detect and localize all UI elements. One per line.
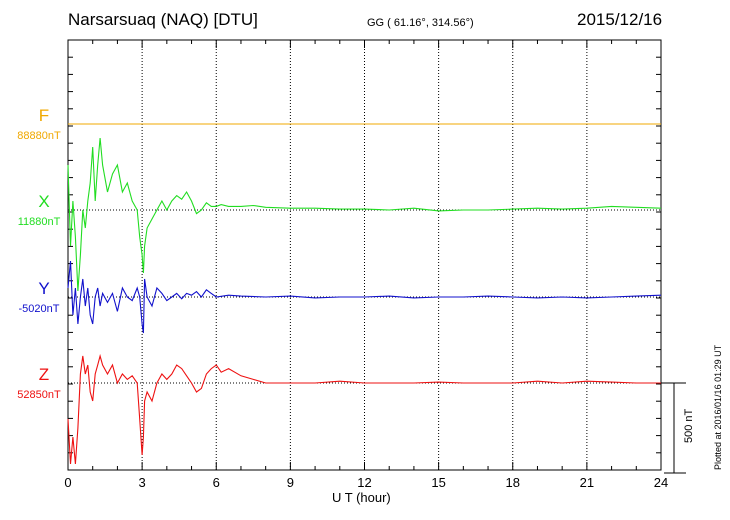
- station-coordinates: GG ( 61.16°, 314.56°): [367, 17, 474, 29]
- component-label-z: Z: [38, 365, 50, 384]
- scale-bar-label: 500 nT: [683, 408, 695, 443]
- plot-date: 2015/12/16: [577, 10, 663, 29]
- plot-border: [67, 39, 662, 471]
- grid: [141, 40, 588, 470]
- x-axis-label: U T (hour): [332, 490, 391, 505]
- component-label-f: F: [38, 106, 50, 125]
- x-tick-label: 6: [213, 475, 220, 490]
- component-label-x: X: [38, 192, 50, 211]
- series-line-x: [67, 137, 662, 292]
- component-baseline-z: 52850nT: [17, 389, 61, 401]
- series-line-y: [67, 260, 662, 334]
- plot-frame: [67, 39, 662, 471]
- series-layer: [67, 123, 662, 465]
- x-tick-label: 18: [506, 475, 520, 490]
- plotted-timestamp: Plotted at 2016/01/16 01:29 UT: [713, 344, 723, 470]
- component-baseline-x: 11880nT: [17, 216, 61, 228]
- x-tick-label: 24: [654, 475, 668, 490]
- x-tick-label: 3: [139, 475, 146, 490]
- component-label-y: Y: [38, 279, 50, 298]
- component-baseline-f: 88880nT: [17, 130, 61, 142]
- x-tick-labels: 0 3 6 9 12 15 18 21 24: [64, 475, 668, 490]
- x-tick-label: 15: [431, 475, 445, 490]
- series-line-z: [67, 353, 661, 465]
- x-tick-label: 12: [357, 475, 371, 490]
- x-tick-label: 21: [580, 475, 594, 490]
- station-title: Narsarsuaq (NAQ) [DTU]: [68, 10, 258, 29]
- x-tick-label: 0: [64, 475, 71, 490]
- component-baseline-y: -5020nT: [18, 303, 60, 315]
- scale-bar: [661, 382, 686, 474]
- x-tick-label: 9: [287, 475, 294, 490]
